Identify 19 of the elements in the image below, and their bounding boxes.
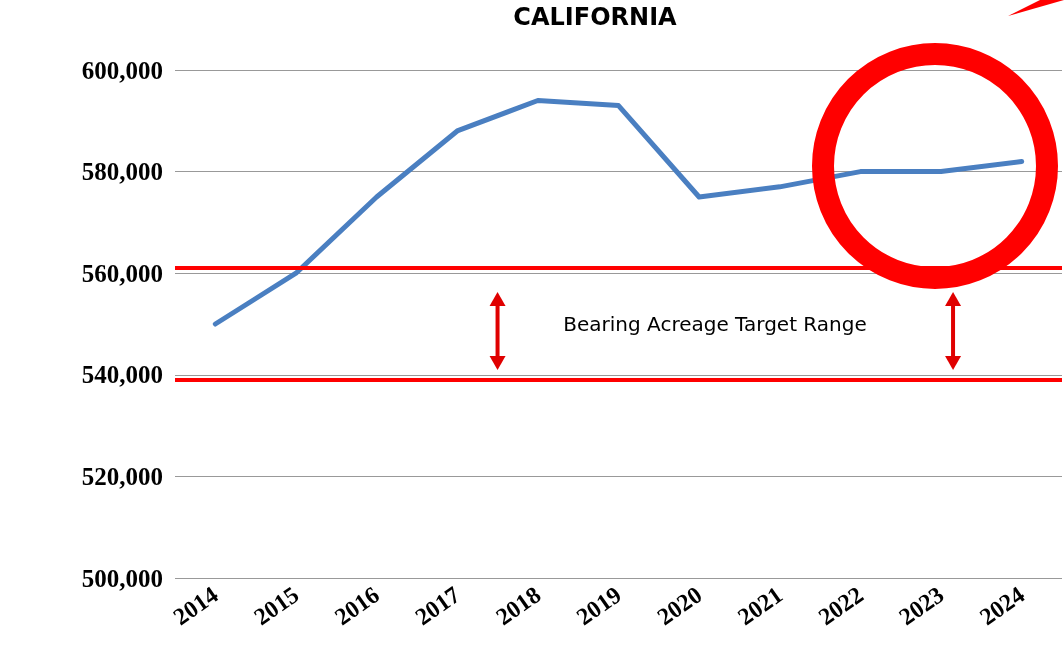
x-tick-label: 2014 — [168, 581, 223, 631]
y-tick-label: 580,000 — [81, 158, 163, 186]
x-tick-label: 2017 — [410, 581, 465, 631]
x-tick-label: 2021 — [733, 581, 788, 631]
x-tick-label: 2016 — [329, 581, 385, 631]
annotation: Bearing Acreage Target Range — [563, 312, 867, 336]
y-tick-label: 500,000 — [81, 564, 163, 592]
x-tick-label: 2020 — [652, 581, 707, 631]
y-tick-label: 560,000 — [81, 259, 163, 287]
x-tick-label: 2018 — [491, 581, 546, 631]
x-tick-label: 2022 — [813, 581, 868, 631]
chart-title: CALIFORNIA — [513, 3, 678, 31]
x-tick-label: 2019 — [571, 581, 626, 631]
x-tick-label: 2024 — [974, 581, 1030, 631]
x-tick-label: 2015 — [249, 581, 304, 631]
y-tick-label: 540,000 — [81, 361, 163, 389]
y-tick-label: 520,000 — [81, 462, 163, 490]
x-tick-label: 2023 — [894, 581, 949, 631]
y-tick-label: 600,000 — [81, 56, 163, 84]
